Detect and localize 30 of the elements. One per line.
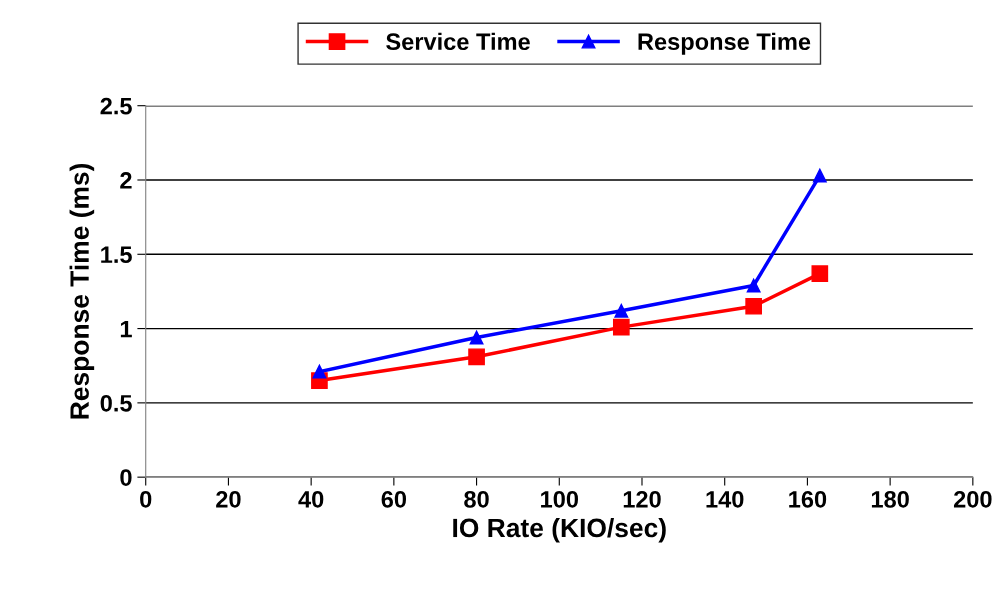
point <box>612 318 630 336</box>
x-tick-label: 80 <box>464 490 489 508</box>
legend-label: Service Time <box>386 32 530 51</box>
point <box>469 330 484 345</box>
x-tick-label: 140 <box>706 490 744 508</box>
x-axis-title: IO Rate (KIO/sec) <box>453 517 666 543</box>
x-tick-label: 0 <box>140 490 152 508</box>
y-tick-label: 0.5 <box>100 394 132 412</box>
y-tick-label: 1 <box>120 320 132 338</box>
x-tick-label: 100 <box>541 490 579 508</box>
y-tick-label: 1.5 <box>101 246 132 264</box>
x-tick-label: 180 <box>871 490 909 508</box>
point <box>811 265 829 282</box>
y-tick-label: 0 <box>120 469 132 486</box>
x-tick-label: 60 <box>381 490 407 508</box>
y-axis-title: Response Time (ms) <box>69 163 95 419</box>
point <box>745 297 762 315</box>
point <box>812 168 827 183</box>
x-tick-label: 200 <box>953 490 992 508</box>
point <box>746 278 761 293</box>
y-tick-label: 2 <box>120 172 132 189</box>
point <box>468 348 485 366</box>
x-tick-label: 40 <box>298 490 324 508</box>
x-tick-label: 20 <box>216 490 241 508</box>
y-tick-label: 2.5 <box>100 97 132 115</box>
x-tick-label: 120 <box>623 490 661 508</box>
x-tick-label: 160 <box>789 490 827 508</box>
point <box>312 364 327 379</box>
legend-label: Response Time <box>638 32 811 55</box>
point <box>614 303 629 318</box>
